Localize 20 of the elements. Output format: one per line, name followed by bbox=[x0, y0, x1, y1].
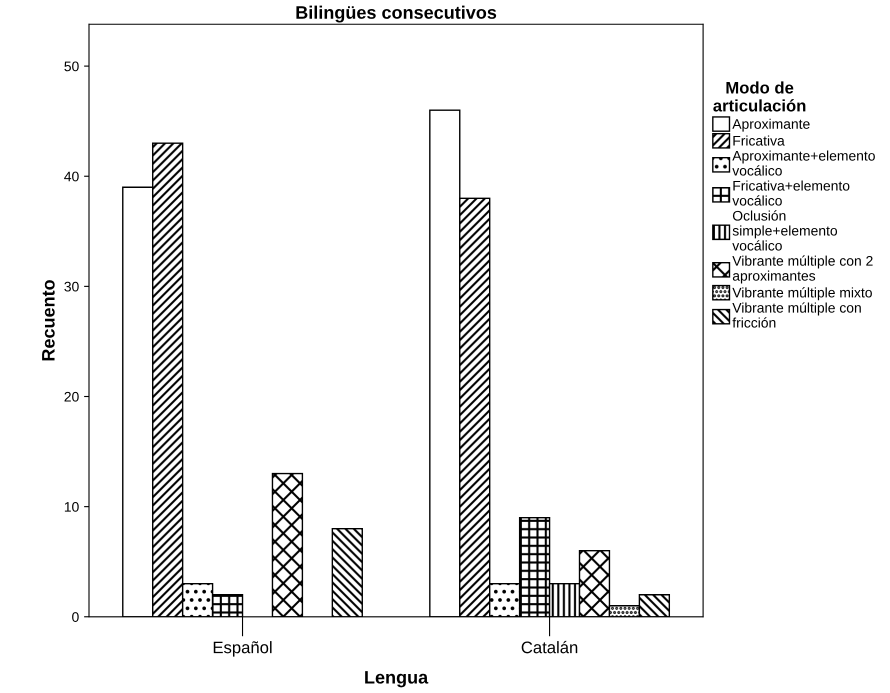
legend-label: Vibrante múltiple mixto bbox=[732, 287, 872, 300]
x-tick-label: Español bbox=[214, 641, 272, 657]
y-tick-label: 50 bbox=[64, 61, 79, 72]
y-tick-label: 10 bbox=[64, 502, 79, 512]
y-tick-label: 0 bbox=[72, 612, 79, 622]
y-axis-title: Recuento bbox=[42, 280, 55, 360]
legend-label: Fricativa+elemento vocálico bbox=[732, 180, 850, 206]
y-tick-label: 20 bbox=[64, 392, 79, 402]
legend-label: Oclusión simple+elemento vocálico bbox=[732, 210, 838, 251]
chart-title: Bilingües consecutivos bbox=[296, 6, 496, 23]
x-tick-label: Catalán bbox=[522, 640, 578, 654]
legend-label: Vibrante múltiple con fricción bbox=[732, 302, 861, 328]
x-axis-title: Lengua bbox=[365, 671, 428, 688]
y-tick-label: 30 bbox=[64, 282, 79, 292]
legend-label: Aproximante bbox=[732, 118, 810, 132]
legend-title: Modo de articulación bbox=[713, 81, 806, 112]
legend-label: Aproximante+elemento vocálico bbox=[732, 150, 875, 176]
legend-label: Vibrante múltiple con 2 aproximantes bbox=[732, 255, 873, 284]
legend-label: Fricativa bbox=[733, 135, 785, 146]
y-tick-label: 40 bbox=[64, 172, 79, 182]
